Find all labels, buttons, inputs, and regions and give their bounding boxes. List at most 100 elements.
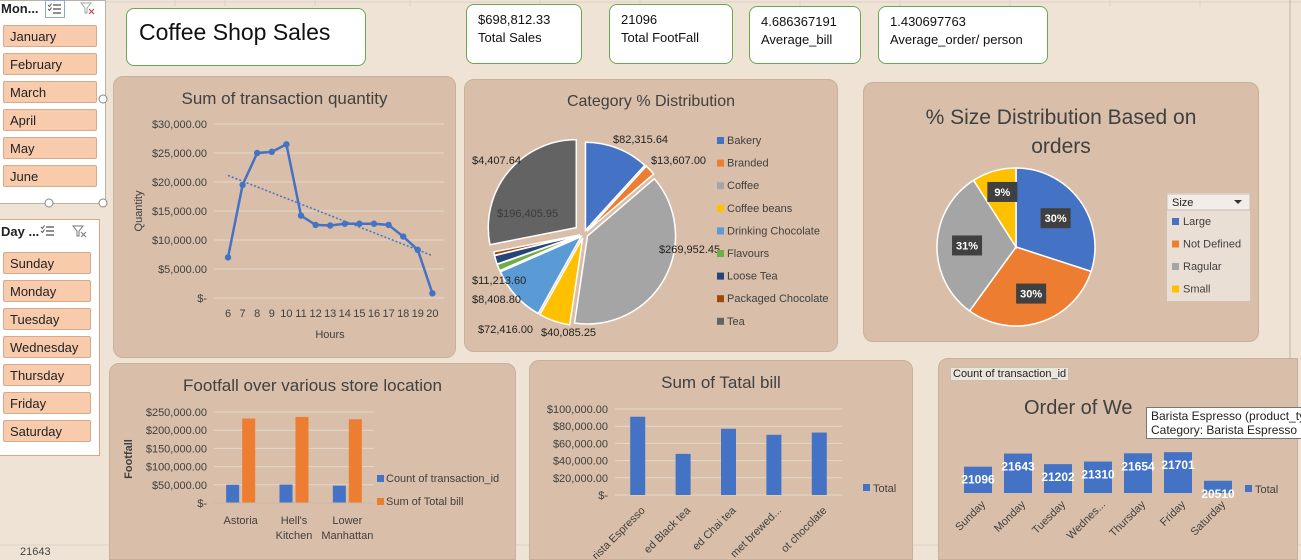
tooltip-line-1: Barista Espresso (product_typ xyxy=(1151,409,1301,423)
month-slicer-item-may[interactable]: May xyxy=(3,137,97,159)
bar-data-label: 21643 xyxy=(1001,460,1035,474)
pie-slice xyxy=(584,141,646,233)
trendline xyxy=(227,174,433,257)
bar xyxy=(1204,480,1232,493)
day-slicer[interactable]: Day ... Sunday Monday Tuesday Wednesday Thur… xyxy=(0,219,100,456)
legend-label: Coffee beans xyxy=(727,203,793,215)
month-slicer[interactable]: Mon... January February March April May June xyxy=(0,0,108,208)
month-slicer-item-march[interactable]: March xyxy=(3,81,97,103)
x-tick-label: Wednes... xyxy=(1065,499,1108,542)
legend-swatch xyxy=(717,317,724,325)
pie-slice xyxy=(538,237,584,326)
bar-data-label: 21654 xyxy=(1121,459,1155,473)
x-tick-label: 11 xyxy=(295,308,306,320)
day-slicer-item-thursday[interactable]: Thursday xyxy=(3,364,91,386)
x-tick-label: Kitchen xyxy=(276,530,313,542)
pie-label-box xyxy=(987,181,1018,202)
legend-label: Drinking Chocolate xyxy=(727,225,820,237)
kpi-label: Average_order/ person xyxy=(890,32,1023,47)
size-pie-chart: 30% 30% 31% 9% Size Large Not Defined Ragular Sm… xyxy=(936,167,1251,327)
totalbill-bar-chart: $- $20,000.00 $40,000.00 $60,000.00 $80,000.… xyxy=(547,404,896,559)
bar-data-label: 21310 xyxy=(1081,468,1115,482)
bar xyxy=(242,418,256,503)
bar xyxy=(226,484,240,503)
kpi-value: $698,812.33 xyxy=(478,12,551,27)
y-tick-label: $10,000.00 xyxy=(152,235,207,247)
y-tick-label: $30,000.00 xyxy=(152,119,207,131)
y-tick-label: $50,000.00 xyxy=(152,480,207,492)
data-point xyxy=(239,181,246,189)
x-tick-label: Sunday xyxy=(953,498,988,533)
legend-swatch xyxy=(717,159,724,167)
bar xyxy=(721,428,736,495)
x-tick-label: 15 xyxy=(353,308,365,320)
day-slicer-item-sunday[interactable]: Sunday xyxy=(3,252,91,274)
kpi-average-order: 1.430697763 Average_order/ person xyxy=(878,6,1048,64)
data-point xyxy=(341,220,348,227)
kpi-total-footfall: 21096 Total FootFall xyxy=(609,4,733,64)
category-pie-chart: $82,315.64 $13,607.00 $269,952.45 $40,085.2… xyxy=(472,134,829,339)
bar xyxy=(964,466,992,493)
weekday-chart-panel[interactable]: Count of transaction_id Order of We 2109… xyxy=(938,358,1298,560)
kpi-label: Average_bill xyxy=(761,32,833,47)
x-tick-label: rista Espresso xyxy=(590,505,648,559)
pie-label-box xyxy=(952,235,983,256)
bar xyxy=(1004,453,1032,493)
legend-label: Tea xyxy=(727,316,746,328)
month-slicer-item-february[interactable]: February xyxy=(3,53,97,75)
chevron-down-icon xyxy=(1234,200,1242,204)
month-slicer-item-june[interactable]: June xyxy=(3,165,97,187)
quantity-chart-panel[interactable]: Sum of transaction quantity $- $5,000.00 $… xyxy=(113,76,456,358)
multi-select-icon[interactable] xyxy=(39,223,57,242)
bar xyxy=(630,416,646,495)
day-slicer-item-wednesday[interactable]: Wednesday xyxy=(3,336,91,358)
legend-swatch xyxy=(717,250,724,257)
chart-tooltip: Barista Espresso (product_typ Category: … xyxy=(1146,407,1301,439)
data-point xyxy=(268,148,275,156)
multi-select-icon[interactable] xyxy=(45,0,65,18)
totalbill-chart-panel[interactable]: Sum of Tatal bill $- $20,000.00 $40,000.00… xyxy=(529,360,913,560)
category-chart-panel[interactable]: Category % Distribution $82,315.64 $13,60… xyxy=(464,79,838,352)
pie-data-label: $4,407.64 xyxy=(472,155,521,167)
month-slicer-title: Mon... xyxy=(1,1,39,16)
bar xyxy=(1164,452,1192,493)
footfall-chart-panel[interactable]: Footfall over various store location $- $… xyxy=(109,363,516,560)
pie-data-label: $196,405.95 xyxy=(497,208,558,220)
pie-data-label: $11,213.60 xyxy=(472,275,526,287)
pie-slice xyxy=(586,165,655,232)
data-point xyxy=(224,254,232,261)
field-button[interactable]: Count of transaction_id xyxy=(950,367,1070,381)
chart-title: Sum of Tatal bill xyxy=(661,373,781,392)
legend-swatch xyxy=(717,182,724,190)
y-tick-label: $100,000.00 xyxy=(547,404,608,416)
legend-swatch xyxy=(1245,485,1252,492)
day-slicer-header: Day ... xyxy=(0,224,99,242)
legend-label: Sum of Total bill xyxy=(386,496,463,508)
day-slicer-item-monday[interactable]: Monday xyxy=(3,280,91,302)
x-tick-label: Thursday xyxy=(1107,498,1148,539)
legend-label: Not Defined xyxy=(1183,239,1241,251)
resize-handles[interactable] xyxy=(0,1,108,208)
kpi-total-sales: $698,812.33 Total Sales xyxy=(466,4,582,64)
x-tick-label: Manhattan xyxy=(321,530,373,542)
chart-title: Footfall over various store location xyxy=(183,376,442,395)
y-axis-label: Quantity xyxy=(133,190,145,231)
legend-swatch xyxy=(377,498,384,505)
legend-label: Loose Tea xyxy=(727,271,778,283)
clear-filter-icon[interactable] xyxy=(71,223,89,242)
day-slicer-item-friday[interactable]: Friday xyxy=(3,392,91,414)
day-slicer-item-tuesday[interactable]: Tuesday xyxy=(3,308,91,330)
y-tick-label: $5,000.00 xyxy=(158,264,207,276)
day-slicer-item-saturday[interactable]: Saturday xyxy=(3,420,91,442)
legend-swatch xyxy=(377,475,384,482)
chart-title: Category % Distribution xyxy=(566,93,736,110)
x-tick-label: Saturday xyxy=(1189,498,1229,538)
pie-data-label: 30% xyxy=(1020,289,1042,301)
month-slicer-item-april[interactable]: April xyxy=(3,109,97,131)
bar xyxy=(332,485,346,503)
size-chart-panel[interactable]: % Size Distribution Based on orders 30% 3… xyxy=(863,82,1259,342)
y-tick-label: $100,000.00 xyxy=(146,462,207,474)
clear-filter-icon[interactable] xyxy=(79,0,97,19)
month-slicer-item-january[interactable]: January xyxy=(3,25,97,47)
y-tick-label: $20,000.00 xyxy=(152,177,207,189)
